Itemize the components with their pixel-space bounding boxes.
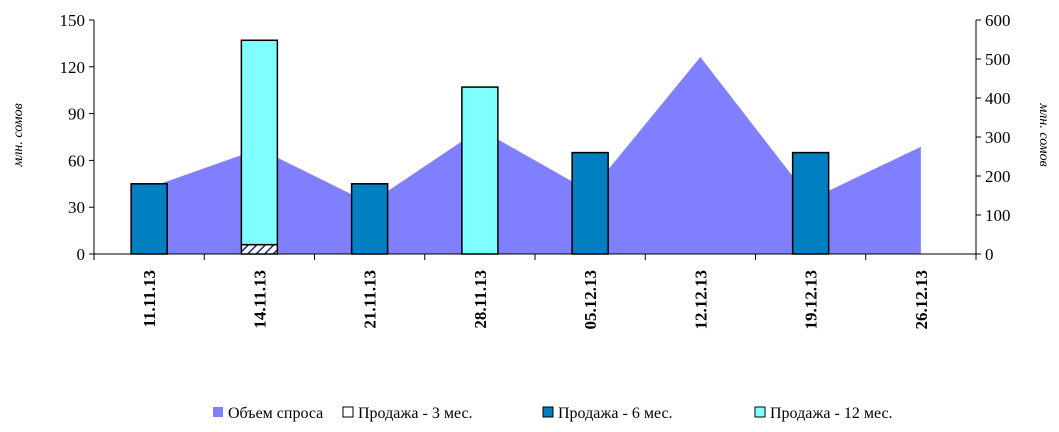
legend-label: Продажа - 3 мес.: [358, 405, 473, 422]
y-right-tick-label: 0: [985, 245, 994, 264]
axis-layer: 0 30 60 90 120 150 0 100 200 300 400 500 600 11.11.13…: [60, 11, 1011, 330]
y-left-tick-label: 120: [60, 58, 86, 77]
y-right-tick-label: 400: [985, 89, 1011, 108]
area-demand: [149, 57, 921, 254]
x-tick-label: 12.12.13: [691, 270, 710, 330]
bar-series1-2: [350, 183, 389, 255]
y-left-tick-label: 0: [77, 245, 86, 264]
y-left-tick-label: 60: [68, 151, 85, 170]
y-right-tick-label: 200: [985, 167, 1011, 186]
x-tick-label: 26.12.13: [912, 270, 931, 330]
y-right-tick-label: 300: [985, 128, 1011, 147]
y-axis-right-label: млн. сомов: [1036, 102, 1051, 166]
y-left-tick-label: 150: [60, 11, 86, 30]
legend-label: Продажа - 12 мес.: [770, 405, 893, 422]
bar-series2-1: [240, 39, 279, 246]
x-tick-label: 11.11.13: [140, 270, 159, 328]
y-right-tick-label: 500: [985, 50, 1011, 69]
legend-swatch: [542, 406, 554, 418]
bar-series1-6: [791, 151, 830, 255]
y-right-tick-label: 100: [985, 206, 1011, 225]
legend-label: Объем спроса: [228, 405, 323, 422]
x-tick-label: 14.11.13: [250, 270, 269, 329]
legend-swatch: [754, 406, 766, 418]
x-tick-label: 21.11.13: [361, 270, 380, 329]
y-axis-left-label: млн. сомов: [11, 103, 26, 167]
y-left-tick-label: 30: [68, 198, 85, 217]
y-left-tick-label: 90: [68, 105, 85, 124]
x-tick-label: 28.11.13: [471, 270, 490, 329]
bar-series0-1: [240, 243, 279, 255]
bar-series1-4: [571, 151, 609, 255]
bar-series1-0: [130, 183, 168, 255]
y-right-tick-label: 600: [985, 11, 1011, 30]
legend-swatch: [342, 406, 354, 418]
x-tick-label: 05.12.13: [581, 270, 600, 330]
x-tick-label: 19.12.13: [802, 270, 821, 330]
bar-series2-3: [461, 86, 499, 255]
legend-swatch: [213, 407, 223, 417]
legend: Объем спроса Продажа - 3 мес. Продажа - 6 …: [213, 405, 893, 422]
area-layer: [149, 57, 921, 254]
legend-label: Продажа - 6 мес.: [558, 405, 673, 422]
bar-layer: [130, 39, 830, 255]
